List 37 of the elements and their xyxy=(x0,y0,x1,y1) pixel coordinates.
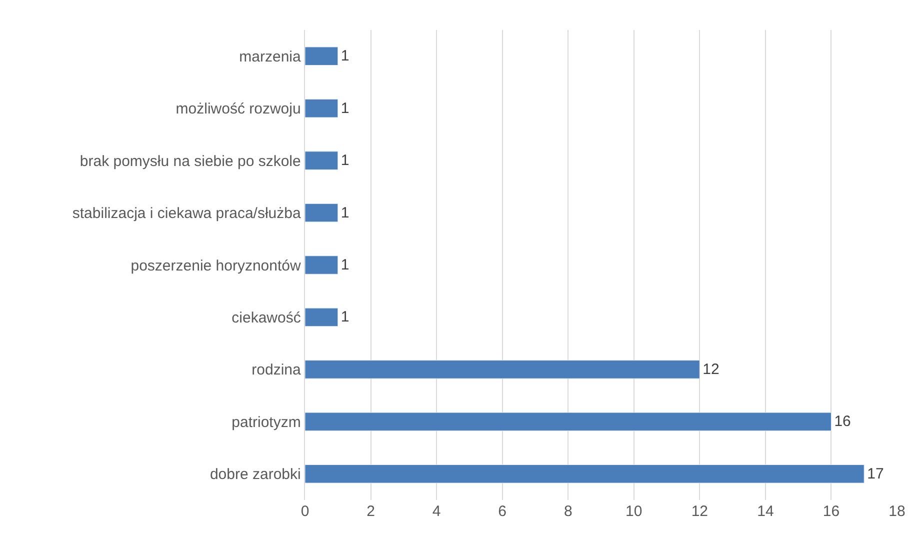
data-label: 1 xyxy=(340,256,350,274)
x-tick-label: 2 xyxy=(366,503,375,520)
x-tick-label: 6 xyxy=(498,503,506,520)
y-tick-label: ciekawość xyxy=(232,309,302,326)
bar xyxy=(305,464,864,484)
x-tick-label: 8 xyxy=(564,503,572,520)
data-label: 17 xyxy=(867,465,884,482)
y-tick-label: możliwość rozwoju xyxy=(176,100,301,118)
bar xyxy=(305,256,338,274)
y-tick-label: patriotyzm xyxy=(232,414,301,431)
x-tick-label: 14 xyxy=(757,503,774,520)
y-tick-label: stabilizacja i ciekawa praca/służba xyxy=(72,205,302,222)
bar xyxy=(305,203,338,222)
x-tick-label: 0 xyxy=(300,503,310,520)
x-tick-label: 12 xyxy=(691,503,708,520)
data-label: 1 xyxy=(340,308,350,326)
y-tick-label: dobre zarobki xyxy=(210,466,301,484)
data-label: 1 xyxy=(340,152,350,170)
bar xyxy=(305,308,338,327)
x-tick-label: 18 xyxy=(888,503,906,520)
data-label: 16 xyxy=(834,413,851,430)
data-label: 1 xyxy=(340,204,350,222)
x-tick-label: 4 xyxy=(432,503,441,520)
bar xyxy=(305,46,338,66)
y-tick-label: rodzina xyxy=(252,362,302,379)
bar xyxy=(305,151,338,170)
bar xyxy=(305,360,700,379)
y-tick-label: brak pomysłu na siebie po szkole xyxy=(80,152,301,170)
bar xyxy=(305,98,338,118)
y-tick-label: marzenia xyxy=(239,48,302,66)
data-label: 1 xyxy=(340,100,350,117)
y-tick-label: poszerzenie horyznontów xyxy=(130,257,302,274)
x-tick-label: 16 xyxy=(822,503,840,520)
bar xyxy=(305,412,832,432)
data-label: 1 xyxy=(340,48,350,65)
x-tick-label: 10 xyxy=(626,503,642,520)
data-label: 12 xyxy=(702,360,720,378)
